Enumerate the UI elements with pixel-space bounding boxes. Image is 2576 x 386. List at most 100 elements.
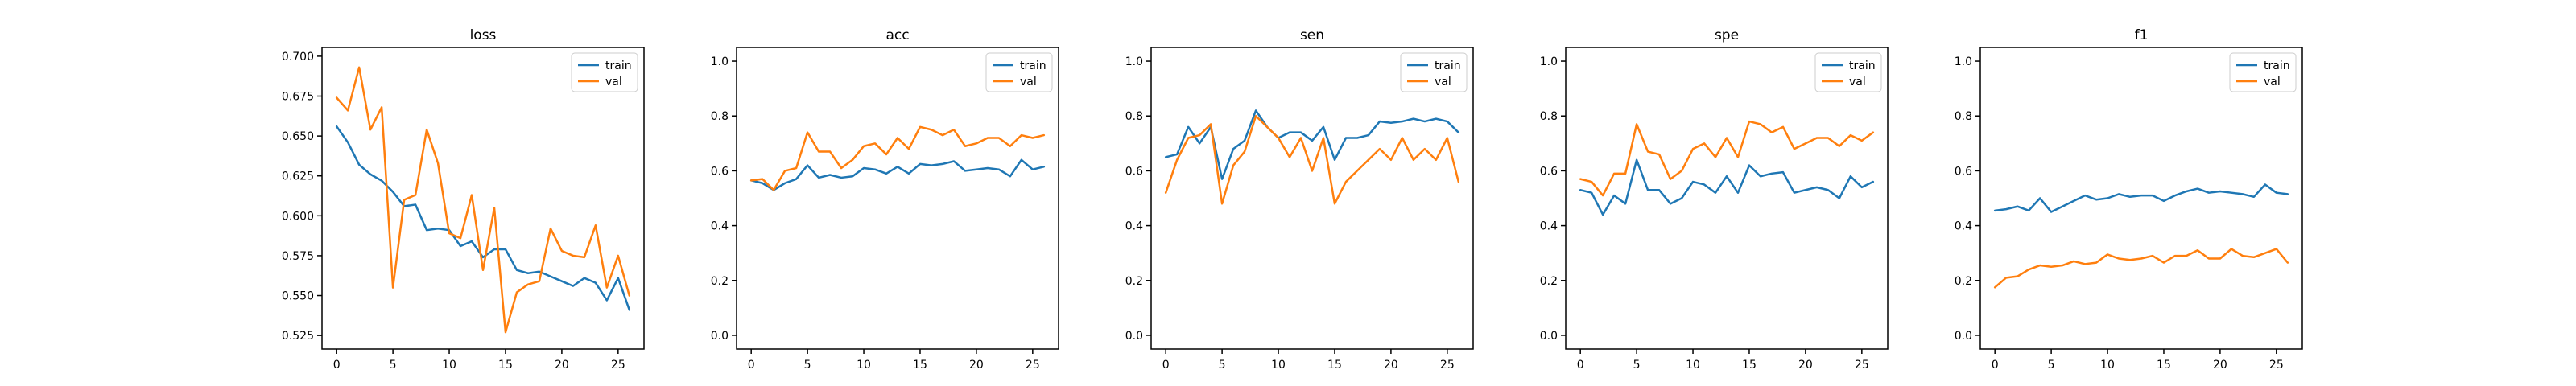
x-tick-label: 5 bbox=[390, 359, 397, 372]
series-line-train bbox=[749, 158, 1046, 191]
x-tick-label: 0 bbox=[1992, 359, 1999, 372]
x-tick-label: 10 bbox=[857, 359, 871, 372]
series-line-train bbox=[1579, 158, 1875, 216]
y-tick-label: 0.4 bbox=[1955, 220, 1972, 233]
chart-title: loss bbox=[470, 27, 497, 43]
x-tick-label: 0 bbox=[748, 359, 755, 372]
y-tick-label: 0.4 bbox=[1125, 220, 1143, 233]
x-tick-label: 10 bbox=[2100, 359, 2115, 372]
legend-label-val: val bbox=[1020, 76, 1037, 88]
series-line-train bbox=[1993, 183, 2289, 213]
chart-title: sen bbox=[1300, 27, 1324, 43]
y-tick-label: 1.0 bbox=[1540, 55, 1558, 68]
x-tick-label: 15 bbox=[498, 359, 513, 372]
y-tick-label: 0.0 bbox=[711, 330, 729, 343]
y-tick-label: 0.700 bbox=[282, 51, 314, 64]
legend-label-val: val bbox=[605, 76, 622, 88]
y-tick-label: 0.650 bbox=[282, 130, 314, 143]
chart-panel-loss: loss 0 5 10 15 20 25 0.525 0.550 0.575 0.600 0.625 0… bbox=[282, 27, 645, 372]
plot-frame bbox=[1150, 47, 1474, 350]
x-tick-label: 20 bbox=[2213, 359, 2227, 372]
y-tick-label: 0.6 bbox=[1955, 165, 1972, 178]
series-line-val bbox=[749, 125, 1046, 191]
legend-label-train: train bbox=[605, 60, 632, 72]
legend-label-train: train bbox=[1020, 60, 1046, 72]
y-tick-label: 0.625 bbox=[282, 170, 314, 183]
y-tick-label: 0.550 bbox=[282, 290, 314, 303]
chart-panel-sen: sen 0 5 10 15 20 25 0.0 0.2 0.4 0.6 0.8 1.0 train val bbox=[1125, 27, 1474, 372]
y-tick-label: 0.575 bbox=[282, 250, 314, 263]
series-line-val bbox=[1579, 120, 1875, 197]
y-tick-label: 0.8 bbox=[1955, 110, 1972, 123]
legend-label-train: train bbox=[1849, 60, 1876, 72]
chart-panel-f1: f1 0 5 10 15 20 25 0.0 0.2 0.4 0.6 0.8 1.0 train val bbox=[1955, 27, 2303, 372]
y-tick-label: 0.0 bbox=[1955, 330, 1972, 343]
series-line-train bbox=[335, 125, 631, 311]
y-tick-label: 0.525 bbox=[282, 330, 314, 343]
x-tick-label: 0 bbox=[1577, 359, 1584, 372]
x-tick-label: 5 bbox=[1633, 359, 1641, 372]
chart-legend: train val bbox=[985, 52, 1053, 92]
x-tick-label: 15 bbox=[1327, 359, 1342, 372]
chart-panel-spe: spe 0 5 10 15 20 25 0.0 0.2 0.4 0.6 0.8 1.0 train val bbox=[1540, 27, 1889, 372]
y-tick-label: 0.0 bbox=[1540, 330, 1558, 343]
x-tick-label: 20 bbox=[1798, 359, 1813, 372]
chart-title: spe bbox=[1715, 27, 1739, 43]
series-line-val bbox=[335, 66, 631, 334]
chart-panel-acc: acc 0 5 10 15 20 25 0.0 0.2 0.4 0.6 0.8 1.0 train val bbox=[711, 27, 1059, 372]
plot-frame bbox=[1979, 47, 2303, 350]
y-tick-label: 0.6 bbox=[711, 165, 729, 178]
legend-label-val: val bbox=[1435, 76, 1451, 88]
x-tick-label: 20 bbox=[555, 359, 569, 372]
x-tick-label: 10 bbox=[1271, 359, 1286, 372]
chart-title: acc bbox=[886, 27, 909, 43]
series-line-val bbox=[1993, 248, 2289, 289]
y-tick-label: 1.0 bbox=[1955, 55, 1972, 68]
y-tick-label: 0.6 bbox=[1540, 165, 1558, 178]
x-tick-label: 25 bbox=[611, 359, 625, 372]
x-tick-label: 20 bbox=[969, 359, 984, 372]
x-tick-label: 10 bbox=[442, 359, 456, 372]
chart-legend: train val bbox=[1814, 52, 1882, 92]
chart-title: f1 bbox=[2135, 27, 2149, 43]
y-tick-label: 0.0 bbox=[1125, 330, 1143, 343]
x-tick-label: 0 bbox=[333, 359, 341, 372]
y-tick-label: 0.600 bbox=[282, 210, 314, 223]
chart-legend: train val bbox=[1400, 52, 1468, 92]
x-tick-label: 25 bbox=[2269, 359, 2284, 372]
x-tick-label: 5 bbox=[1219, 359, 1226, 372]
chart-legend: train val bbox=[2229, 52, 2297, 92]
plot-frame bbox=[1565, 47, 1889, 350]
x-tick-label: 15 bbox=[1742, 359, 1757, 372]
plot-frame bbox=[321, 47, 645, 350]
legend-label-train: train bbox=[2264, 60, 2290, 72]
x-tick-label: 25 bbox=[1440, 359, 1455, 372]
y-tick-label: 0.6 bbox=[1125, 165, 1143, 178]
x-tick-label: 0 bbox=[1162, 359, 1170, 372]
x-tick-label: 25 bbox=[1855, 359, 1869, 372]
x-tick-label: 5 bbox=[2048, 359, 2055, 372]
x-tick-label: 25 bbox=[1026, 359, 1040, 372]
chart-legend: train val bbox=[571, 52, 638, 92]
y-tick-label: 0.4 bbox=[1540, 220, 1558, 233]
x-tick-label: 20 bbox=[1384, 359, 1398, 372]
y-tick-label: 1.0 bbox=[1125, 55, 1143, 68]
legend-label-train: train bbox=[1435, 60, 1461, 72]
x-tick-label: 15 bbox=[2157, 359, 2171, 372]
legend-label-val: val bbox=[2264, 76, 2281, 88]
x-tick-label: 15 bbox=[913, 359, 927, 372]
plot-frame bbox=[736, 47, 1059, 350]
series-line-val bbox=[1164, 114, 1460, 205]
y-tick-label: 0.2 bbox=[711, 275, 729, 288]
y-tick-label: 0.2 bbox=[1955, 275, 1972, 288]
y-tick-label: 0.8 bbox=[711, 110, 729, 123]
y-tick-label: 0.675 bbox=[282, 91, 314, 104]
y-tick-label: 0.8 bbox=[1125, 110, 1143, 123]
y-tick-label: 0.2 bbox=[1540, 275, 1558, 288]
legend-label-val: val bbox=[1849, 76, 1866, 88]
y-tick-label: 1.0 bbox=[711, 55, 729, 68]
x-tick-label: 5 bbox=[804, 359, 811, 372]
y-tick-label: 0.8 bbox=[1540, 110, 1558, 123]
y-tick-label: 0.2 bbox=[1125, 275, 1143, 288]
